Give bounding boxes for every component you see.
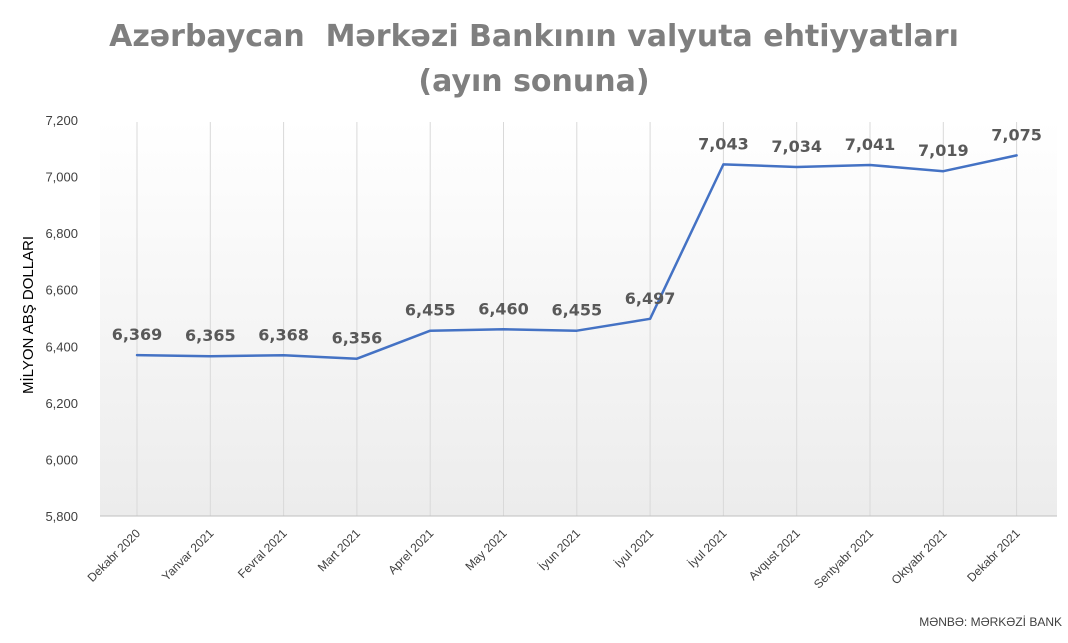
y-tick-label: 6,000 xyxy=(45,452,78,467)
data-label: 6,356 xyxy=(332,329,383,348)
plot-area xyxy=(100,120,1057,516)
series-line xyxy=(135,154,1018,360)
y-tick-label: 6,800 xyxy=(45,226,78,241)
data-label: 6,368 xyxy=(258,325,309,344)
data-label: 6,455 xyxy=(405,301,456,320)
data-label: 7,043 xyxy=(698,134,749,153)
chart-subtitle: (ayın sonuna) xyxy=(418,64,649,99)
y-tick-label: 7,200 xyxy=(45,113,78,128)
y-tick-label: 5,800 xyxy=(45,509,78,524)
data-label: 6,460 xyxy=(478,299,529,318)
source-note: MƏNBƏ: MƏRKƏZİ BANK xyxy=(919,615,1062,629)
chart-title: Azərbaycan Mərkəzi Bankının valyuta ehti… xyxy=(109,19,959,54)
y-axis-label: MİLYON ABŞ DOLLARI xyxy=(19,236,37,394)
series-line-layer xyxy=(135,154,1018,360)
y-tick-label: 6,400 xyxy=(45,339,78,354)
data-label: 7,019 xyxy=(918,141,969,160)
data-label: 6,455 xyxy=(551,301,602,320)
y-tick-label: 6,200 xyxy=(45,396,78,411)
data-label: 6,497 xyxy=(625,289,676,308)
data-label: 6,369 xyxy=(112,325,163,344)
y-tick-label: 6,600 xyxy=(45,283,78,298)
data-label: 7,041 xyxy=(845,135,896,154)
data-label: 7,034 xyxy=(771,137,822,156)
data-label: 7,075 xyxy=(991,125,1042,144)
y-axis-ticks: 5,800 6,000 6,200 6,400 6,600 6,800 7,000 7,200 xyxy=(45,113,78,524)
data-labels: 6,369 6,365 6,368 6,356 6,455 6,460 6,455 6,497… xyxy=(112,125,1042,347)
data-label: 6,365 xyxy=(185,326,236,345)
y-tick-label: 7,000 xyxy=(45,170,78,185)
